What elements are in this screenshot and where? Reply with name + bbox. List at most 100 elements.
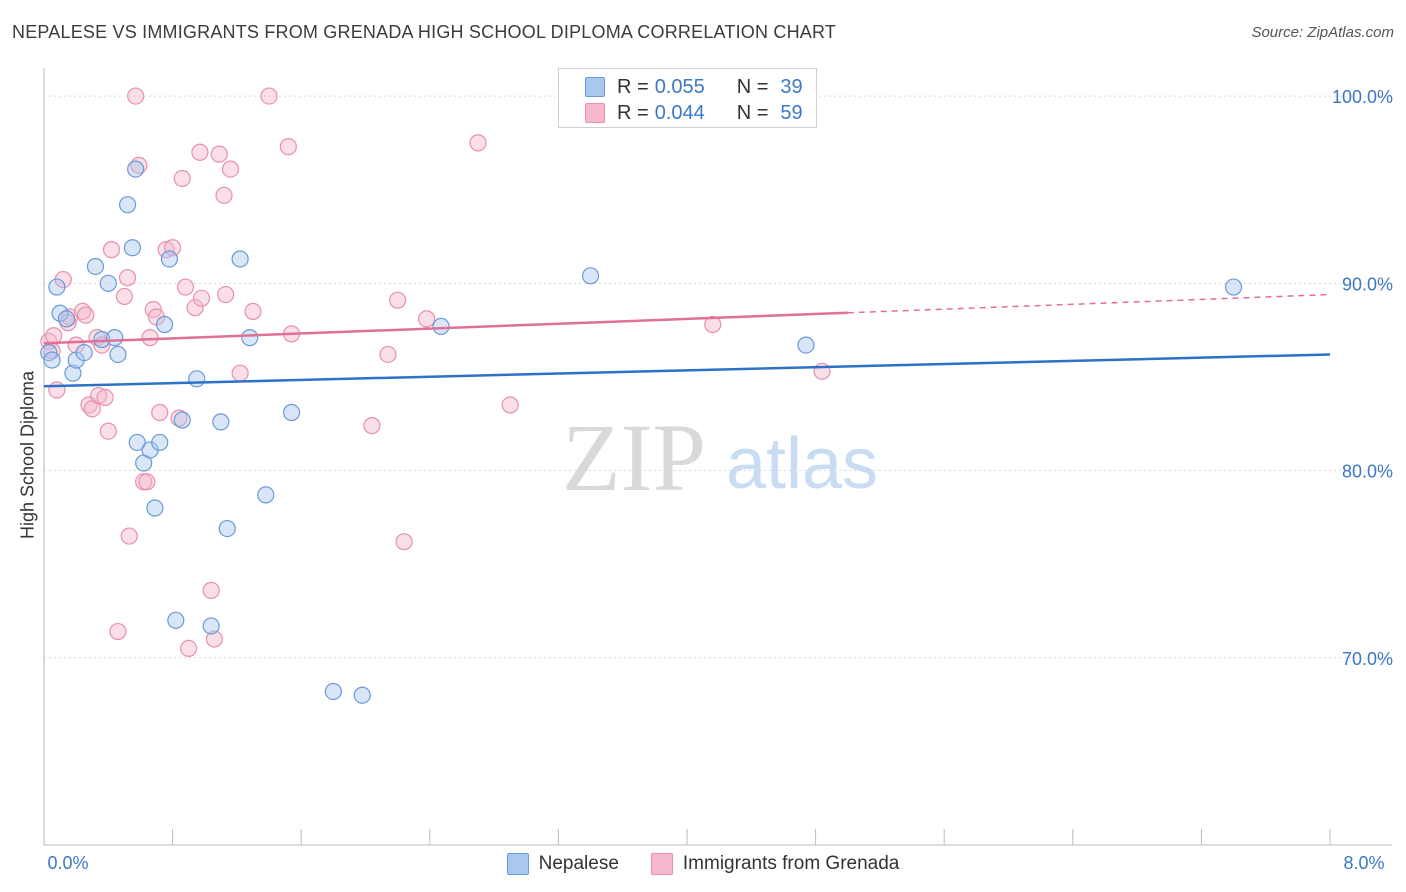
watermark-atlas: atlas: [726, 424, 878, 504]
nepalese-point-25: [188, 370, 206, 388]
nepalese-point-36: [581, 267, 600, 285]
grenada-point-35: [191, 143, 209, 161]
nepalese-point-33: [324, 682, 342, 701]
grenada-point-18: [118, 269, 137, 287]
nepalese-point-22: [160, 250, 178, 268]
nepalese-trend-line: [43, 353, 1331, 388]
legend-row-grenada: R = 0.044 N = 59: [585, 101, 803, 125]
grenada-point-55: [45, 327, 63, 345]
r-value: 0.044: [654, 101, 705, 124]
series-legend: Nepalese Immigrants from Grenada: [0, 850, 1406, 878]
grenada-point-36: [202, 581, 220, 599]
nepalese-point-20: [151, 433, 169, 452]
nepalese-point-4: [57, 310, 76, 328]
nepalese-point-11: [106, 329, 124, 347]
nepalese-point-8: [86, 257, 105, 276]
trend-lines: [43, 293, 1331, 388]
nepalese-point-5: [64, 364, 82, 382]
nepalese-point-28: [218, 519, 236, 538]
grenada-point-40: [221, 160, 240, 178]
grenada-point-24: [141, 329, 159, 347]
grenada-point-53: [704, 315, 722, 334]
y-tick-label-0: 100.0%: [1332, 87, 1393, 107]
nepalese-point-37: [797, 336, 815, 354]
nepalese-point-21: [155, 315, 174, 334]
nepalese-point-29: [231, 250, 249, 268]
grenada-point-29: [164, 239, 182, 257]
grenada-point-33: [180, 639, 198, 658]
x-tick-label-0: 0.0%: [47, 853, 88, 873]
grenada-point-31: [173, 169, 191, 188]
grenada-point-49: [395, 533, 413, 551]
grenada-point-32: [176, 278, 195, 296]
y-tick-labels: 100.0% 90.0% 80.0% 70.0%: [1332, 87, 1393, 669]
grenada-trend-line: [43, 311, 848, 345]
grenada-point-28: [157, 241, 175, 259]
x-tick-labels: 0.0% 8.0%: [47, 853, 1384, 873]
grenada-point-17: [115, 287, 133, 306]
nepalese-point-27: [212, 413, 230, 431]
y-tick-label-1: 90.0%: [1342, 274, 1393, 294]
nepalese-point-35: [432, 317, 450, 335]
legend-row-nepalese: R = 0.055 N = 39: [585, 75, 803, 99]
n-value: 39: [780, 75, 803, 98]
nepalese-point-38: [1224, 278, 1243, 296]
grenada-point-20: [127, 87, 145, 105]
watermark: ZIP atlas: [562, 404, 878, 511]
r-label: R =: [617, 75, 649, 98]
grenada-point-57: [192, 289, 211, 307]
legend-label: Immigrants from Grenada: [682, 853, 900, 874]
nepalese-swatch: [585, 77, 605, 97]
legend-item-grenada: Immigrants from Grenada: [650, 853, 900, 875]
nepalese-point-12: [109, 345, 127, 364]
grenada-swatch: [585, 103, 605, 123]
grenada-point-27: [151, 403, 169, 422]
grenada-point-39: [215, 186, 233, 204]
grenada-point-51: [469, 134, 487, 152]
legend-label: Nepalese: [538, 853, 619, 874]
grenada-point-11: [90, 387, 108, 405]
grenada-point-2: [48, 381, 66, 399]
series-nepalese-points: [40, 160, 1243, 704]
x-tick-label-1: 8.0%: [1343, 853, 1384, 873]
nepalese-point-14: [123, 239, 142, 257]
grenada-point-52: [501, 396, 519, 414]
nepalese-point-9: [93, 330, 111, 349]
nepalese-point-19: [146, 499, 164, 517]
n-value: 59: [780, 101, 803, 124]
grenada-point-19: [120, 527, 138, 545]
stats-legend: R = 0.055 N = 39 R = 0.044 N = 59: [558, 68, 817, 128]
nepalese-point-10: [99, 274, 117, 292]
y-axis-label: High School Diploma: [17, 370, 38, 540]
nepalese-point-34: [353, 686, 371, 704]
grenada-point-38: [210, 145, 228, 163]
r-label: R =: [617, 101, 649, 124]
watermark-zip: ZIP: [562, 404, 706, 511]
nepalese-point-26: [202, 617, 220, 635]
nepalese-point-7: [75, 343, 93, 362]
grenada-point-48: [389, 291, 407, 309]
source-label: Source: ZipAtlas.com: [1251, 24, 1394, 41]
chart-title: NEPALESE VS IMMIGRANTS FROM GRENADA HIGH…: [12, 22, 837, 42]
grenada-point-34: [186, 299, 204, 317]
grenada-point-13: [96, 388, 114, 407]
r-value: 0.055: [654, 75, 705, 98]
grenada-point-7: [77, 306, 95, 324]
grenada-trend-extension: [847, 293, 1331, 314]
grenada-point-50: [417, 310, 436, 328]
legend-item-nepalese: Nepalese: [506, 853, 619, 875]
grenada-point-15: [102, 241, 121, 259]
grenada-point-46: [363, 417, 381, 435]
grenada-swatch: [650, 853, 673, 875]
nepalese-point-32: [282, 403, 301, 422]
grenada-point-37: [205, 630, 223, 648]
grenada-point-43: [260, 87, 278, 105]
grenada-point-58: [217, 285, 235, 304]
grenada-point-14: [99, 422, 117, 440]
n-label: N =: [736, 101, 769, 124]
grenada-point-44: [279, 138, 297, 156]
y-tick-label-2: 80.0%: [1342, 462, 1393, 482]
nepalese-point-23: [167, 611, 185, 629]
nepalese-point-31: [257, 486, 275, 504]
